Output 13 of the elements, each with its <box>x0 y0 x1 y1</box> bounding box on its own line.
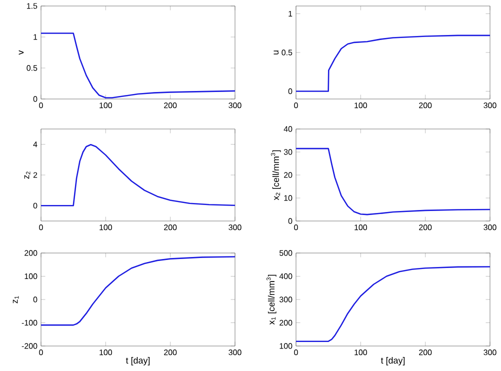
line-series <box>296 148 490 216</box>
line-series <box>296 266 490 342</box>
x-axis-title: t [day] <box>126 357 150 366</box>
y-axis-title: u <box>274 50 279 54</box>
y-axis-title: v <box>18 50 24 55</box>
y-axis-title: x$_{2}$ [cell/mm$^{3}$] <box>270 150 281 200</box>
line-series <box>296 34 490 92</box>
y-axis-title: x$_{1}$ [cell/mm$^{3}$] <box>266 274 276 325</box>
y-axis-title: z$_{1}$ <box>12 296 19 304</box>
y-axis-title: z$_{2}$ <box>24 172 30 179</box>
line-series <box>41 256 235 326</box>
x-axis-title: t [day] <box>380 357 405 366</box>
line-series <box>41 32 235 98</box>
